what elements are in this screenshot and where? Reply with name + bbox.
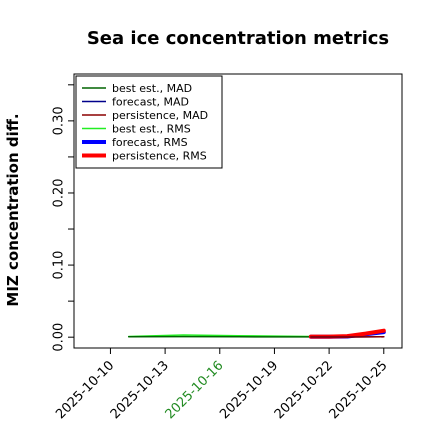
- y-tick-label: 0.30: [52, 106, 67, 135]
- plot-frame: [73, 73, 403, 349]
- series-lines: [127, 328, 386, 339]
- legend-label: best est., MAD: [112, 82, 192, 95]
- y-tick-label: 0.00: [52, 323, 67, 352]
- legend-label: persistence, RMS: [112, 150, 207, 163]
- legend-box: [75, 75, 223, 169]
- y-axis-ticks: 0.00 0.10 0.20 0.30: [52, 84, 74, 352]
- y-tick-label: 0.20: [52, 178, 67, 207]
- legend-label: forecast, RMS: [112, 136, 188, 149]
- chart-title: Sea ice concentration metrics: [87, 28, 389, 49]
- y-axis-label: MIZ concentration diff.: [4, 113, 22, 306]
- y-tick-label: 0.10: [52, 251, 67, 280]
- legend-label: forecast, MAD: [112, 96, 189, 109]
- legend-label: persistence, MAD: [112, 109, 208, 122]
- legend-label: best est., RMS: [112, 123, 191, 136]
